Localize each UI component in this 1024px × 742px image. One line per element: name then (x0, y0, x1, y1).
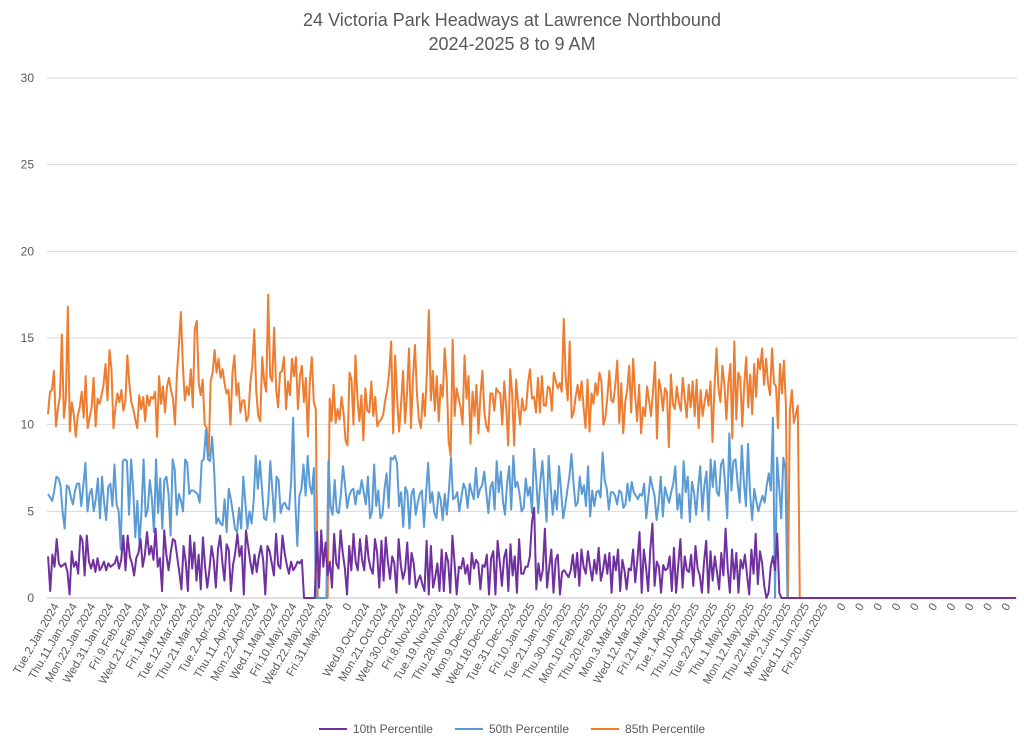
x-tick-label: 0 (853, 602, 867, 614)
y-tick-label: 25 (21, 158, 35, 172)
legend-swatch-10th (318, 728, 347, 730)
chart-title-line: 24 Victoria Park Headways at Lawrence No… (303, 10, 721, 30)
x-tick-label: 0 (945, 602, 959, 614)
legend: 10th Percentile 50th Percentile 85th Per… (0, 722, 1024, 736)
y-tick-label: 10 (21, 418, 35, 432)
y-tick-label: 0 (27, 591, 34, 605)
x-axis-ticks: Tue.2.Jan.2024Thu.11.Jan.2024Mon.22.Jan.… (12, 601, 1014, 687)
x-tick-label: 0 (982, 602, 996, 614)
legend-label-85th: 85th Percentile (625, 722, 706, 736)
x-tick-label: 0 (1000, 602, 1014, 614)
y-axis-ticks: 0 5 10 15 20 25 30 (21, 71, 35, 605)
chart-title: 24 Victoria Park Headways at Lawrence No… (0, 8, 1024, 56)
chart-subtitle-line: 2024-2025 8 to 9 AM (428, 34, 596, 54)
legend-label-50th: 50th Percentile (488, 722, 570, 736)
legend-item-50th-percentile: 50th Percentile (454, 722, 570, 736)
y-tick-label: 5 (27, 504, 34, 518)
legend-swatch-50th (454, 728, 483, 730)
x-tick-label: 0 (835, 602, 849, 614)
y-tick-label: 30 (21, 71, 35, 85)
legend-label-10th: 10th Percentile (352, 722, 433, 736)
series-line-50th (47, 416, 1016, 599)
x-tick-label: 0 (927, 602, 941, 614)
y-tick-label: 15 (21, 331, 35, 345)
y-tick-label: 20 (21, 244, 35, 258)
series-lines (46, 293, 1017, 599)
legend-item-10th-percentile: 10th Percentile (318, 722, 433, 736)
x-tick-label: 0 (908, 602, 922, 614)
legend-item-85th-percentile: 85th Percentile (591, 722, 705, 736)
x-tick-label: 0 (963, 602, 977, 614)
series-line-10th (47, 506, 1016, 599)
x-tick-label: 0 (890, 602, 904, 614)
legend-swatch-85th (591, 728, 620, 730)
x-tick-label: 0 (341, 602, 355, 614)
x-tick-label: 0 (872, 602, 886, 614)
